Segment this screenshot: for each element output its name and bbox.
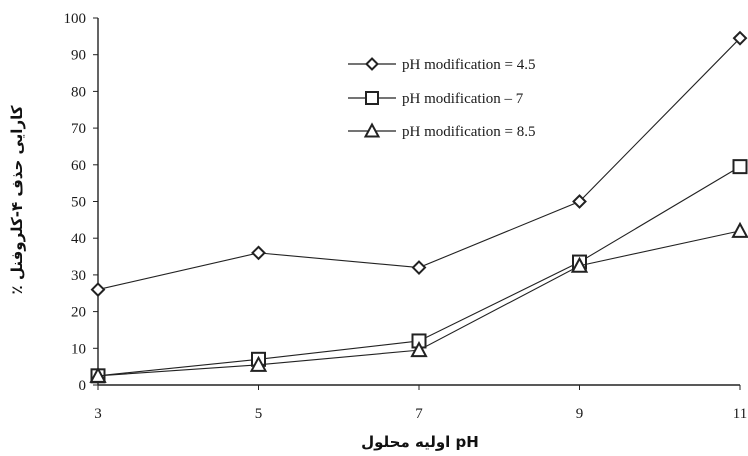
series-3 (89, 221, 748, 383)
triangle-marker (410, 341, 428, 358)
axes (97, 18, 740, 386)
diamond-marker (365, 57, 379, 71)
y-tick-label: 80 (71, 84, 86, 100)
square-marker (732, 159, 748, 175)
y-tick-labels: 0 10 20 30 40 50 60 70 80 90 100 (64, 11, 98, 394)
y-tick-label: 30 (71, 268, 86, 284)
square-marker (365, 91, 379, 105)
y-tick-label: 60 (71, 158, 86, 174)
triangle-marker (731, 221, 748, 238)
diamond-marker (411, 260, 427, 275)
triangle-marker (363, 122, 381, 138)
legend-item: pH modification = 8.5 (348, 122, 535, 140)
y-tick-label: 90 (71, 48, 86, 64)
diamond-marker (90, 282, 106, 297)
y-tick-label: 10 (71, 341, 86, 357)
triangle-marker (89, 366, 107, 383)
legend: pH modification = 4.5 pH modification – 7… (348, 57, 535, 140)
legend-label: pH modification = 4.5 (402, 57, 535, 73)
y-axis-title: کارایی حذف ۴-کلروفنل ٪ (8, 105, 26, 294)
y-tick-label: 50 (71, 195, 86, 211)
y-tick-label: 40 (71, 231, 86, 247)
diamond-marker (732, 30, 748, 46)
x-tick-label: 9 (576, 406, 584, 422)
series-group (89, 30, 748, 384)
x-axis-title: pH اولیه محلول (361, 433, 479, 451)
legend-label: pH modification = 8.5 (402, 124, 535, 140)
series-1 (90, 30, 748, 297)
x-tick-label: 5 (255, 406, 263, 422)
diamond-marker (251, 245, 266, 261)
y-tick-label: 100 (64, 11, 87, 27)
x-tick-label: 7 (415, 406, 423, 422)
legend-item: pH modification – 7 (348, 91, 524, 107)
legend-item: pH modification = 4.5 (348, 57, 535, 73)
legend-label: pH modification – 7 (402, 91, 524, 107)
x-tick-label: 11 (733, 406, 747, 422)
triangle-marker (570, 256, 589, 273)
y-tick-label: 0 (79, 378, 87, 394)
x-tick-label: 3 (94, 406, 102, 422)
x-tick-labels: 3 5 7 9 11 (94, 385, 747, 422)
triangle-marker (249, 355, 268, 372)
y-tick-label: 70 (71, 121, 86, 137)
y-tick-label: 20 (71, 305, 86, 321)
diamond-marker (572, 194, 587, 209)
